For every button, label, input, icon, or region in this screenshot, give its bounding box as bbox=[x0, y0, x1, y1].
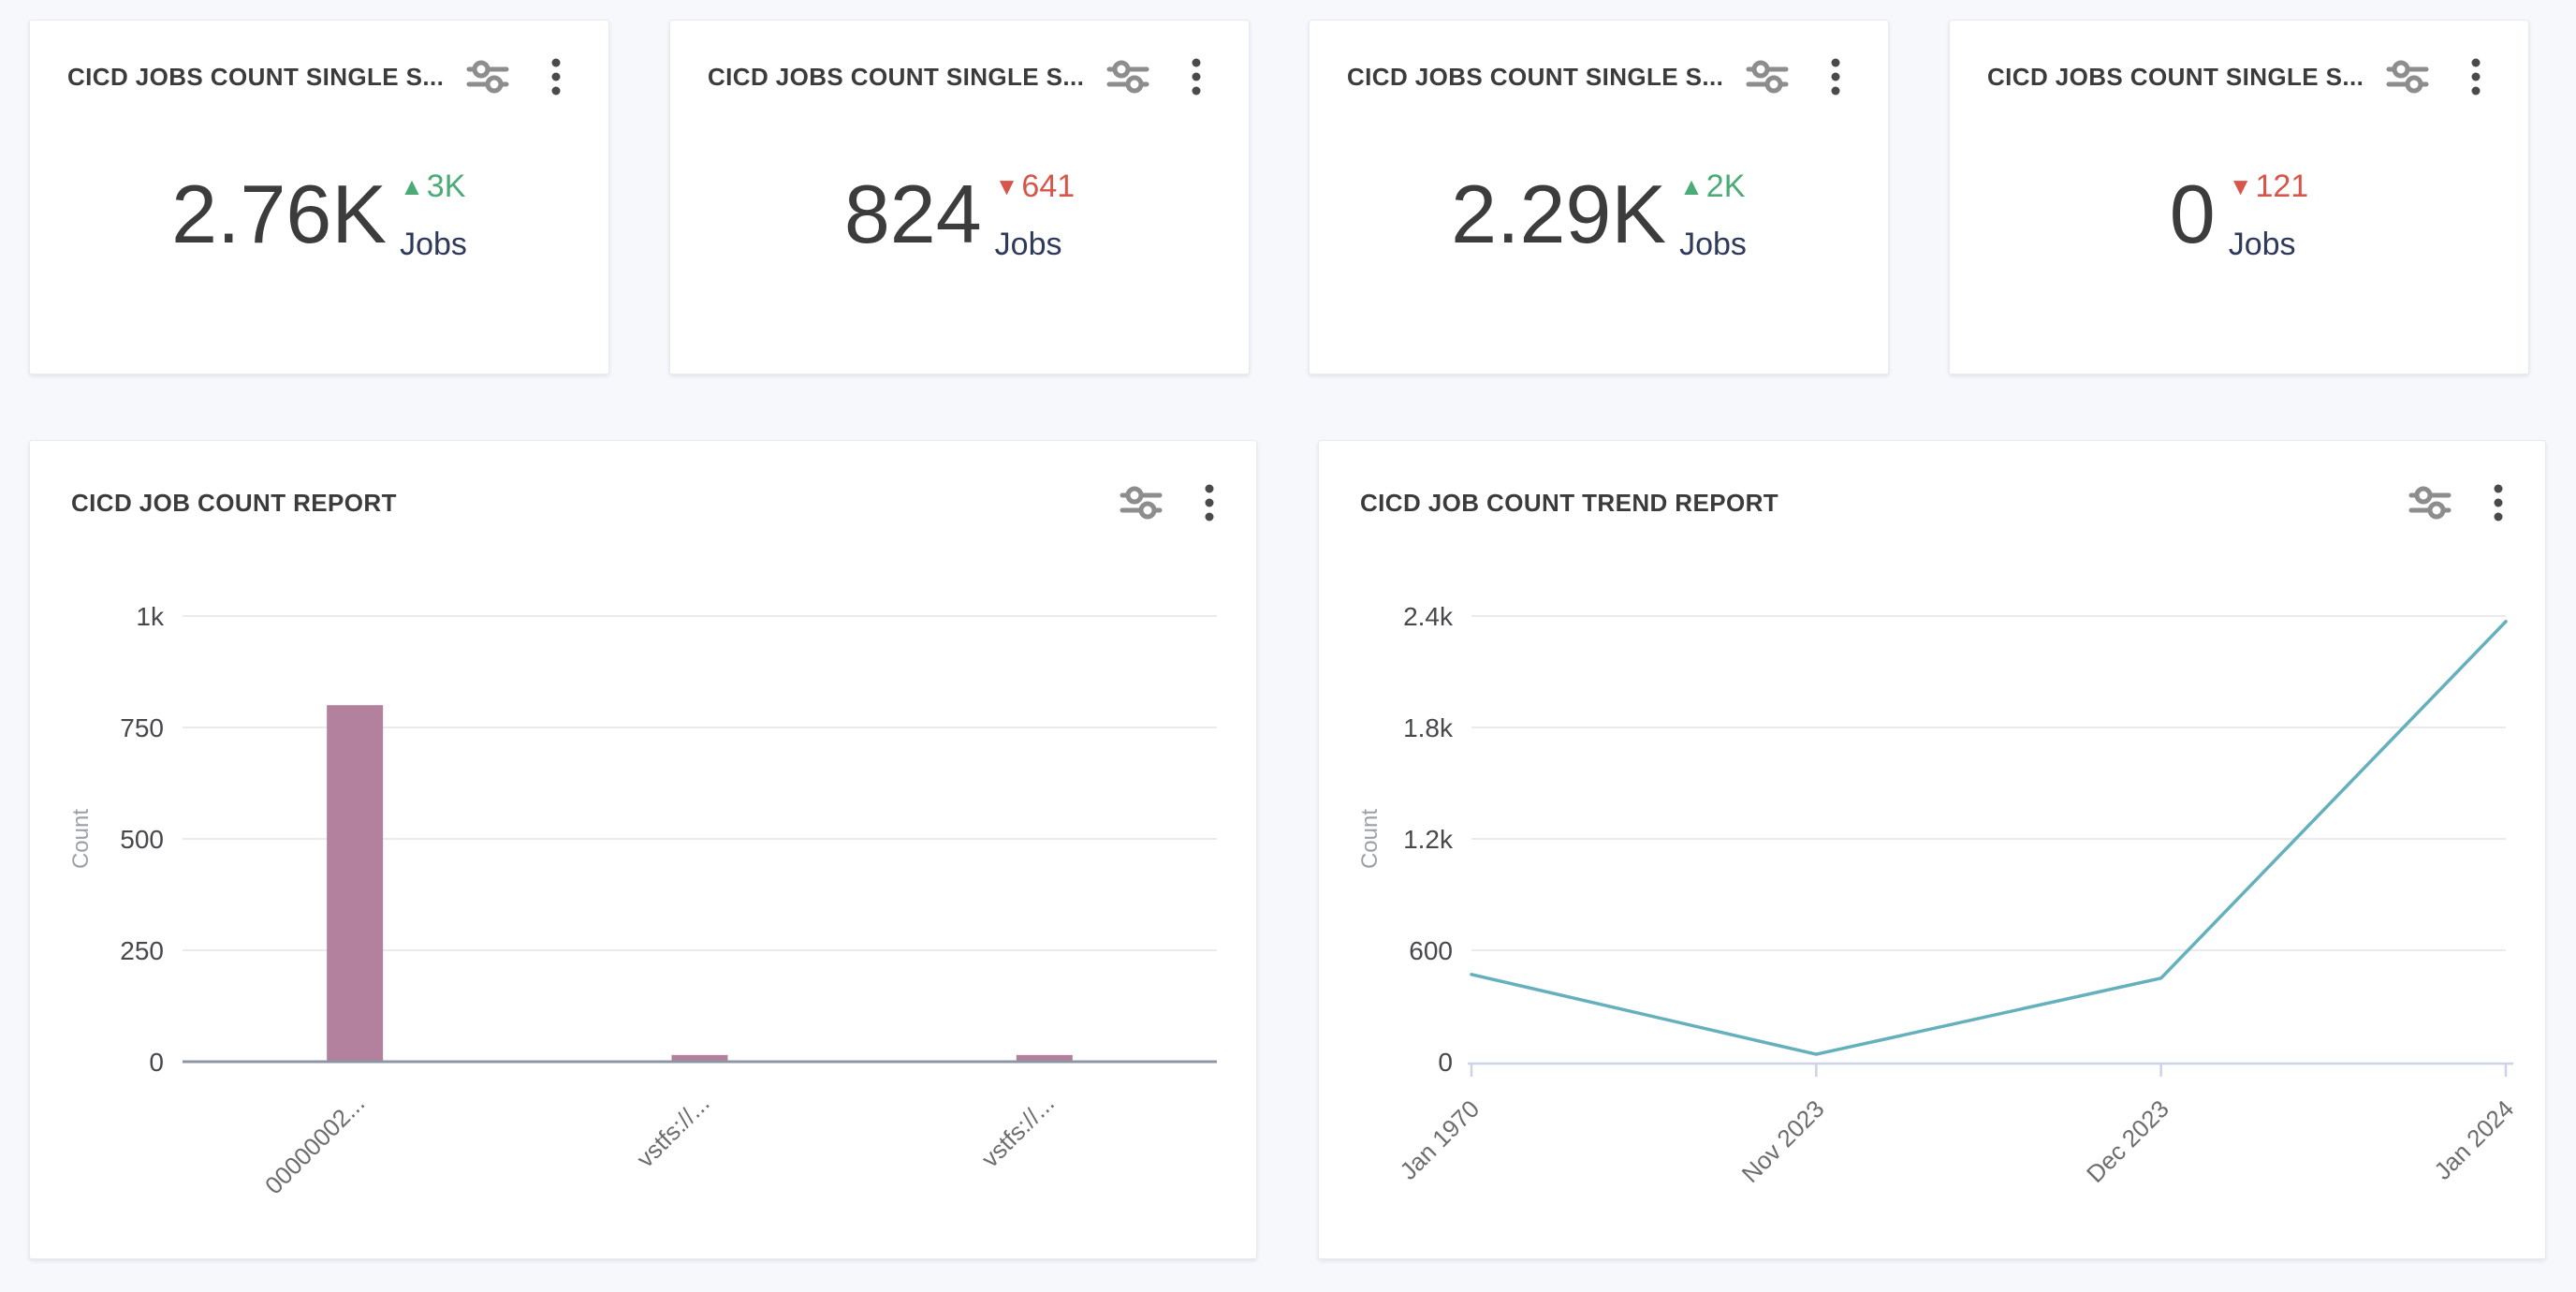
unit-label: Jobs bbox=[2228, 227, 2296, 262]
delta-badge: ▲ 2K bbox=[1679, 169, 1746, 204]
stat-card-2: CICD JOBS COUNT SINGLE S... 824 ▼ 641 Job… bbox=[669, 20, 1250, 374]
filter-icon[interactable] bbox=[1120, 483, 1163, 522]
filter-icon[interactable] bbox=[1746, 57, 1789, 96]
svg-text:1k: 1k bbox=[136, 602, 165, 631]
stat-body: 2.76K ▲ 3K Jobs bbox=[30, 97, 608, 331]
bar-chart-card: 0 250 500 750 1k Count 00000002... vstfs://... v… bbox=[29, 440, 1257, 1259]
kebab-menu-icon[interactable] bbox=[2493, 482, 2504, 523]
unit-label: Jobs bbox=[400, 227, 467, 262]
svg-text:vstfs://...: vstfs://... bbox=[975, 1089, 1060, 1173]
stat-card-title: CICD JOBS COUNT SINGLE S... bbox=[1987, 62, 2364, 91]
svg-text:600: 600 bbox=[1409, 936, 1453, 965]
chart-card-header: CICD JOB COUNT REPORT bbox=[30, 441, 1256, 523]
stat-card-title: CICD JOBS COUNT SINGLE S... bbox=[67, 62, 445, 91]
delta-badge: ▲ 3K bbox=[400, 169, 466, 204]
delta-arrow-icon: ▲ bbox=[1679, 172, 1704, 200]
stat-value: 2.76K bbox=[171, 168, 388, 260]
svg-text:Count: Count bbox=[1357, 809, 1383, 869]
svg-text:750: 750 bbox=[120, 713, 164, 742]
svg-text:1.2k: 1.2k bbox=[1403, 825, 1454, 854]
svg-text:1.8k: 1.8k bbox=[1403, 713, 1454, 742]
filter-icon[interactable] bbox=[2408, 483, 2452, 522]
filter-icon[interactable] bbox=[1106, 57, 1149, 96]
svg-text:vstfs://...: vstfs://... bbox=[631, 1089, 715, 1173]
svg-text:250: 250 bbox=[120, 936, 164, 965]
stat-card-header: CICD JOBS COUNT SINGLE S... bbox=[670, 21, 1249, 97]
stat-card-header: CICD JOBS COUNT SINGLE S... bbox=[1310, 21, 1888, 97]
svg-text:Dec 2023: Dec 2023 bbox=[2081, 1094, 2174, 1188]
stat-body: 824 ▼ 641 Jobs bbox=[670, 97, 1249, 331]
svg-text:00000002...: 00000002... bbox=[259, 1089, 370, 1199]
delta-badge: ▼ 121 bbox=[2228, 169, 2309, 204]
stat-card-1: CICD JOBS COUNT SINGLE S... 2.76K ▲ 3K Jo… bbox=[29, 20, 609, 374]
kebab-menu-icon[interactable] bbox=[550, 56, 562, 97]
stat-value: 0 bbox=[2169, 168, 2216, 260]
svg-text:Count: Count bbox=[68, 809, 94, 869]
stat-card-title: CICD JOBS COUNT SINGLE S... bbox=[1347, 62, 1724, 91]
trend-chart-card: 0 600 1.2k 1.8k 2.4k Count Jan 1970 Nov 2023 Dec… bbox=[1318, 440, 2546, 1259]
chart-card-title: CICD JOB COUNT REPORT bbox=[71, 488, 397, 517]
kebab-menu-icon[interactable] bbox=[1204, 482, 1215, 523]
stat-value: 2.29K bbox=[1451, 168, 1667, 260]
svg-text:Nov 2023: Nov 2023 bbox=[1736, 1094, 1830, 1188]
stat-value: 824 bbox=[843, 168, 982, 260]
stat-card-header: CICD JOBS COUNT SINGLE S... bbox=[1950, 21, 2528, 97]
delta-arrow-icon: ▲ bbox=[400, 172, 424, 200]
stat-card-title: CICD JOBS COUNT SINGLE S... bbox=[708, 62, 1085, 91]
svg-text:2.4k: 2.4k bbox=[1403, 602, 1454, 631]
stat-card-header: CICD JOBS COUNT SINGLE S... bbox=[30, 21, 608, 97]
svg-text:0: 0 bbox=[149, 1048, 164, 1077]
stat-card-3: CICD JOBS COUNT SINGLE S... 2.29K ▲ 2K Jo… bbox=[1309, 20, 1889, 374]
kebab-menu-icon[interactable] bbox=[2470, 56, 2481, 97]
svg-text:Jan 1970: Jan 1970 bbox=[1394, 1094, 1485, 1185]
unit-label: Jobs bbox=[1679, 227, 1747, 262]
stat-body: 2.29K ▲ 2K Jobs bbox=[1310, 97, 1888, 331]
chart-card-title: CICD JOB COUNT TREND REPORT bbox=[1360, 488, 1779, 517]
bar-chart-canvas[interactable]: 0 250 500 750 1k Count 00000002... vstfs://... v… bbox=[30, 441, 1257, 1259]
unit-label: Jobs bbox=[994, 227, 1062, 262]
kebab-menu-icon[interactable] bbox=[1191, 56, 1202, 97]
filter-icon[interactable] bbox=[2386, 57, 2429, 96]
svg-text:500: 500 bbox=[120, 825, 164, 854]
kebab-menu-icon[interactable] bbox=[1830, 56, 1841, 97]
filter-icon[interactable] bbox=[466, 57, 509, 96]
stat-body: 0 ▼ 121 Jobs bbox=[1950, 97, 2528, 331]
chart-card-header: CICD JOB COUNT TREND REPORT bbox=[1319, 441, 2545, 523]
stat-card-4: CICD JOBS COUNT SINGLE S... 0 ▼ 121 Jobs bbox=[1949, 20, 2529, 374]
svg-text:0: 0 bbox=[1438, 1048, 1453, 1077]
delta-arrow-icon: ▼ bbox=[2228, 172, 2253, 200]
delta-badge: ▼ 641 bbox=[994, 169, 1076, 204]
delta-arrow-icon: ▼ bbox=[994, 172, 1019, 200]
trend-chart-canvas[interactable]: 0 600 1.2k 1.8k 2.4k Count Jan 1970 Nov 2023 Dec… bbox=[1319, 441, 2546, 1259]
svg-text:Jan 2024: Jan 2024 bbox=[2428, 1094, 2519, 1185]
